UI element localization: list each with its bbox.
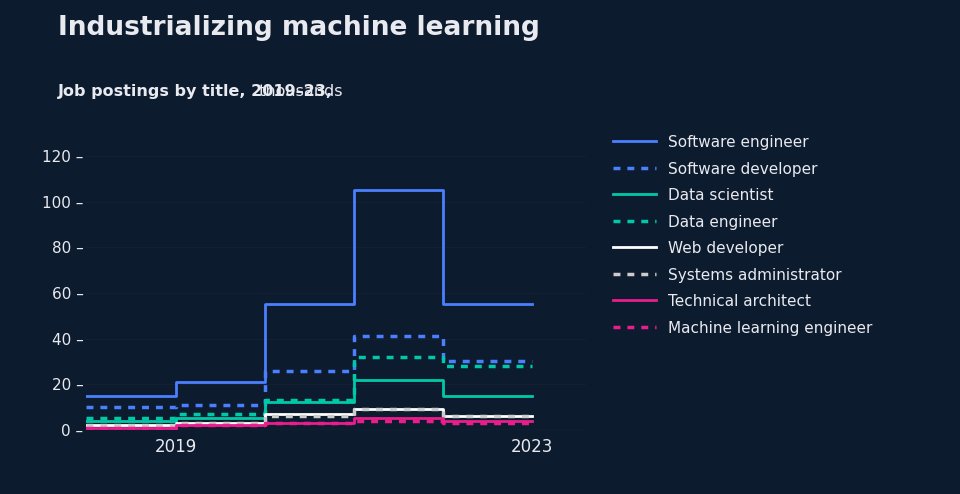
Data scientist <box>259 400 271 406</box>
Legend: Software engineer, Software developer, Data scientist, Data engineer, Web develo: Software engineer, Software developer, D… <box>613 135 873 336</box>
Software developer <box>526 359 538 365</box>
Systems administrator <box>348 406 360 412</box>
Text: thousands: thousands <box>254 84 343 99</box>
Web developer <box>526 413 538 419</box>
Line: Software developer: Software developer <box>86 336 532 407</box>
Software engineer <box>348 187 360 193</box>
Data scientist <box>348 376 360 382</box>
Web developer <box>348 406 360 412</box>
Data engineer <box>348 354 360 360</box>
Software engineer <box>526 301 538 307</box>
Technical architect <box>526 418 538 424</box>
Web developer <box>437 413 448 419</box>
Systems administrator <box>259 413 271 419</box>
Web developer <box>259 411 271 417</box>
Software developer <box>259 368 271 373</box>
Data engineer <box>170 411 181 417</box>
Machine learning engineer <box>170 422 181 428</box>
Machine learning engineer <box>259 420 271 426</box>
Data scientist <box>81 418 92 424</box>
Machine learning engineer <box>526 420 538 426</box>
Text: Industrializing machine learning: Industrializing machine learning <box>58 15 540 41</box>
Data engineer <box>81 415 92 421</box>
Systems administrator <box>526 413 538 419</box>
Line: Web developer: Web developer <box>86 409 532 425</box>
Software engineer <box>170 379 181 385</box>
Software developer <box>348 333 360 339</box>
Systems administrator <box>170 420 181 426</box>
Machine learning engineer <box>81 424 92 430</box>
Machine learning engineer <box>348 418 360 424</box>
Data scientist <box>526 393 538 399</box>
Machine learning engineer <box>437 420 448 426</box>
Software developer <box>437 359 448 365</box>
Data scientist <box>437 393 448 399</box>
Text: Job postings by title, 2019–23,: Job postings by title, 2019–23, <box>58 84 332 99</box>
Software engineer <box>259 301 271 307</box>
Line: Data engineer: Data engineer <box>86 357 532 418</box>
Line: Data scientist: Data scientist <box>86 379 532 421</box>
Technical architect <box>348 415 360 421</box>
Web developer <box>81 422 92 428</box>
Line: Machine learning engineer: Machine learning engineer <box>86 421 532 427</box>
Data engineer <box>526 363 538 369</box>
Systems administrator <box>437 413 448 419</box>
Technical architect <box>437 418 448 424</box>
Line: Systems administrator: Systems administrator <box>86 409 532 425</box>
Line: Software engineer: Software engineer <box>86 190 532 396</box>
Line: Technical architect: Technical architect <box>86 418 532 427</box>
Web developer <box>170 420 181 426</box>
Systems administrator <box>81 422 92 428</box>
Software engineer <box>81 393 92 399</box>
Software developer <box>81 404 92 410</box>
Data engineer <box>259 397 271 403</box>
Technical architect <box>170 422 181 428</box>
Technical architect <box>259 420 271 426</box>
Software engineer <box>437 301 448 307</box>
Data scientist <box>170 415 181 421</box>
Technical architect <box>81 424 92 430</box>
Software developer <box>170 402 181 408</box>
Data engineer <box>437 363 448 369</box>
